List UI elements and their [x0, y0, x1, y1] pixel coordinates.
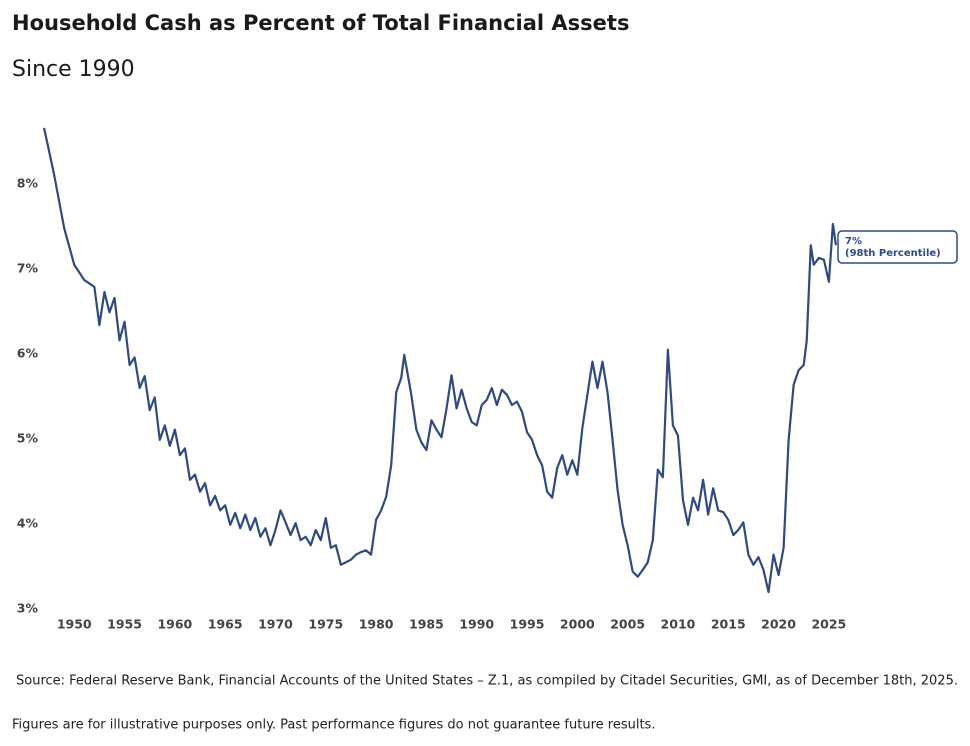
source-note: Source: Federal Reserve Bank, Financial …	[16, 674, 958, 689]
x-tick-label: 1990	[459, 617, 494, 632]
annotation-box	[837, 230, 958, 264]
x-tick-label: 1960	[157, 617, 192, 632]
x-tick-label: 1975	[308, 617, 343, 632]
disclaimer: Figures are for illustrative purposes on…	[12, 718, 655, 733]
data-line	[42, 127, 838, 594]
y-tick-label: 8%	[17, 176, 39, 191]
y-tick-label: 5%	[17, 431, 39, 446]
x-tick-label: 1965	[208, 617, 243, 632]
x-tick-label: 2005	[610, 617, 645, 632]
chart-title: Household Cash as Percent of Total Finan…	[12, 11, 629, 35]
x-tick-label: 2020	[761, 617, 796, 632]
y-tick-label: 7%	[17, 261, 39, 276]
y-tick-label: 3%	[17, 601, 39, 616]
y-tick-label: 4%	[17, 516, 39, 531]
x-tick-label: 1995	[510, 617, 545, 632]
x-tick-label: 2025	[811, 617, 846, 632]
x-tick-label: 2000	[560, 617, 595, 632]
x-tick-label: 2010	[661, 617, 696, 632]
x-tick-label: 1970	[258, 617, 293, 632]
x-tick-label: 1955	[107, 617, 142, 632]
y-tick-label: 6%	[17, 346, 39, 361]
x-tick-label: 1985	[409, 617, 444, 632]
annotation: (98th Percentile)	[845, 248, 941, 259]
annotation: 7%	[845, 236, 862, 247]
x-tick-label: 1950	[57, 617, 92, 632]
x-tick-label: 1980	[359, 617, 394, 632]
x-tick-label: 2015	[711, 617, 746, 632]
chart-subtitle: Since 1990	[12, 57, 135, 82]
